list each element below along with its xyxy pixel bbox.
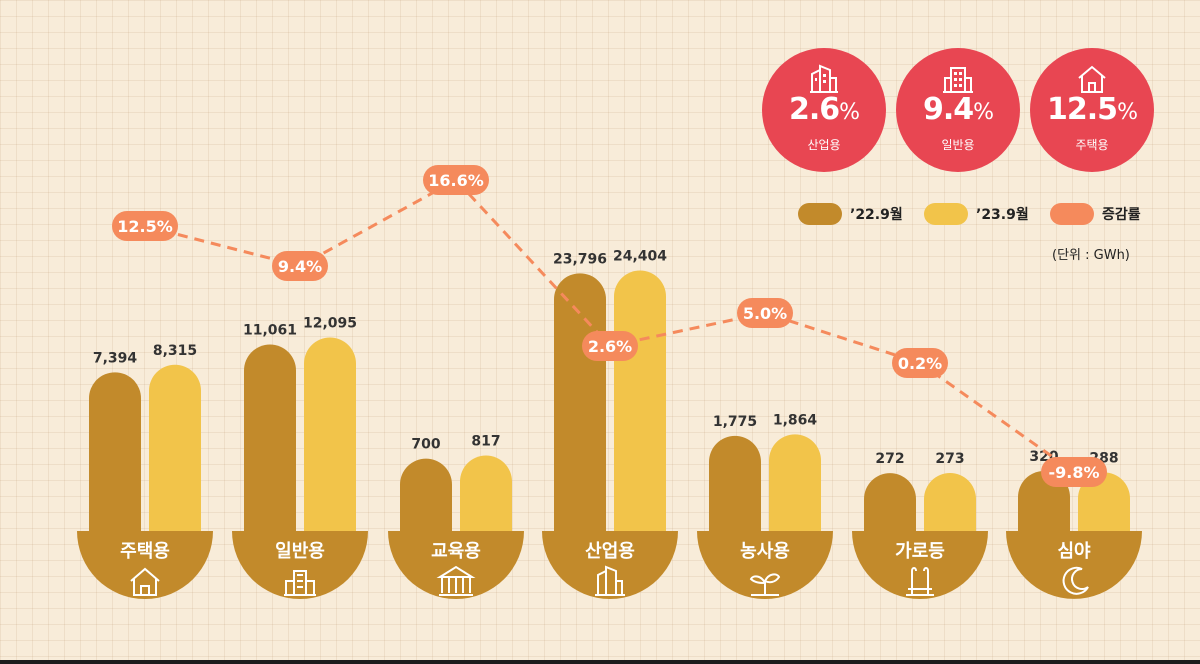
rate-label: 12.5% (117, 217, 173, 236)
category-plate (697, 531, 833, 599)
rate-line-group: 12.5% 9.4% 16.6% 2.6% 5.0% 0.2% -9.8% (112, 165, 1107, 487)
bar-2023-4 (769, 434, 821, 531)
legend-swatch (924, 203, 968, 225)
bar-2023-3 (614, 270, 666, 531)
house-icon (1078, 65, 1106, 93)
bar-2023-6 (1078, 472, 1130, 531)
category-label: 일반용 (275, 541, 325, 562)
bar-value-label: 817 (471, 434, 500, 450)
category-label: 심야 (1057, 541, 1091, 562)
category-plate (1006, 531, 1142, 599)
category-label: 농사용 (740, 541, 790, 562)
legend-item-2022: ’22.9월 (798, 203, 903, 225)
bottom-border (0, 660, 1200, 664)
category-label: 가로등 (895, 541, 945, 562)
badge-label: 일반용 (941, 138, 975, 152)
bar-2022-2 (400, 458, 452, 531)
bar-2023-2 (460, 455, 512, 531)
legend-item-rate: 증감률 (1050, 203, 1141, 225)
category-plate (77, 531, 213, 599)
rate-label: -9.8% (1048, 463, 1099, 482)
badge-label: 주택용 (1075, 138, 1109, 152)
category-plate (388, 531, 524, 599)
category-plate (852, 531, 988, 599)
bar-value-label: 11,061 (243, 323, 297, 339)
badge-value: 2.6% (788, 92, 860, 127)
bar-value-label: 1,864 (773, 412, 818, 428)
bar-value-label: 700 (411, 437, 440, 453)
legend-label: 증감률 (1102, 207, 1141, 223)
badge-label: 산업용 (807, 138, 841, 152)
sprout-icon (749, 573, 781, 596)
rate-label: 9.4% (278, 257, 322, 276)
factory-icon (595, 565, 625, 596)
category-label: 교육용 (431, 541, 481, 562)
bar-value-label: 1,775 (713, 414, 757, 430)
legend-label: ’22.9월 (850, 207, 903, 223)
rate-label: 5.0% (743, 304, 787, 323)
bar-2023-5 (924, 473, 976, 531)
badge-general: 9.4% 일반용 (896, 48, 1020, 172)
bar-value-label: 272 (875, 451, 904, 467)
category-label: 주택용 (120, 541, 170, 562)
badge-value: 12.5% (1047, 92, 1138, 127)
bar-2022-4 (709, 435, 761, 531)
bar-value-label: 8,315 (153, 343, 197, 359)
bar-2023-0 (149, 364, 201, 531)
rate-label: 16.6% (428, 171, 484, 190)
bar-value-label: 24,404 (613, 248, 667, 264)
rate-label: 2.6% (588, 337, 632, 356)
category-plate (542, 531, 678, 599)
legend-item-2023: ’23.9월 (924, 203, 1029, 225)
bar-2022-5 (864, 473, 916, 531)
moon-icon (1062, 566, 1089, 595)
bar-value-label: 7,394 (93, 350, 138, 366)
badge-residential: 12.5% 주택용 (1030, 48, 1154, 172)
rate-pill (112, 211, 178, 241)
bars-group (89, 270, 1130, 531)
office-building-icon (943, 67, 973, 93)
bar-2022-0 (89, 372, 141, 531)
school-icon (436, 565, 476, 596)
factory-icon (810, 64, 838, 93)
bar-value-labels: 7,394 8,315 11,061 12,095 700 817 23,796 24,404… (93, 248, 1119, 467)
rate-pill (272, 251, 328, 281)
rate-pill (737, 298, 793, 328)
house-icon (130, 567, 160, 596)
unit-label: (단위 : GWh) (1052, 248, 1130, 263)
legend-swatch (798, 203, 842, 225)
bar-value-label: 23,796 (553, 251, 607, 267)
legend-label: ’23.9월 (976, 207, 1029, 223)
streetlight-icon (906, 567, 934, 596)
rate-pill (582, 331, 638, 361)
bar-value-label: 273 (935, 451, 964, 467)
office-building-icon (284, 570, 316, 596)
category-label: 산업용 (585, 541, 635, 562)
rate-pill (423, 165, 489, 195)
badge-value: 9.4% (922, 92, 994, 127)
rate-label: 0.2% (898, 354, 942, 373)
badge-industrial: 2.6% 산업용 (762, 48, 886, 172)
rate-pill (892, 348, 948, 378)
rate-pill (1041, 457, 1107, 487)
category-plate (232, 531, 368, 599)
bar-value-label: 12,095 (303, 316, 357, 332)
legend-swatch (1050, 203, 1094, 225)
bar-2023-1 (304, 337, 356, 531)
bar-2022-1 (244, 344, 296, 531)
category-plates: 주택용 일반용 교육용 산업용 농사용 가로등 심야 (77, 531, 1142, 599)
